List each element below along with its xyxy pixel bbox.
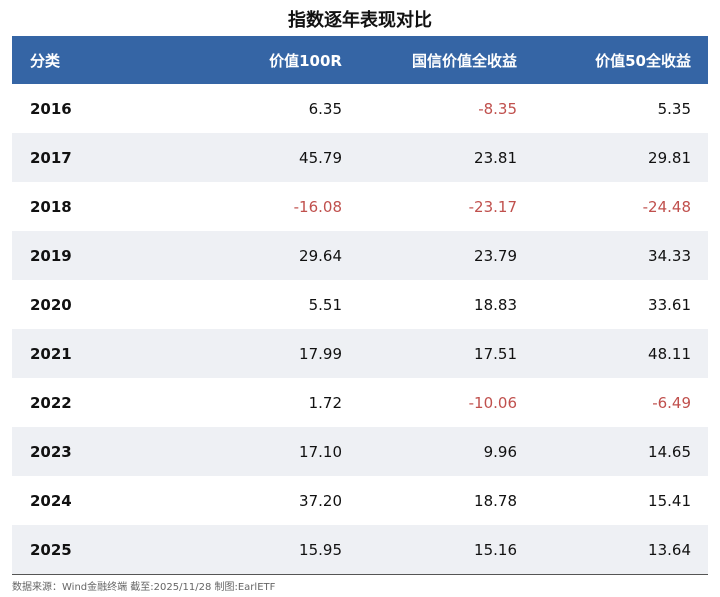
value-cell: 29.64 bbox=[299, 246, 342, 265]
row-label: 2023 bbox=[30, 442, 72, 461]
title: 指数逐年表现对比 bbox=[288, 10, 432, 31]
row-label: 2017 bbox=[30, 148, 72, 167]
row-label: 2022 bbox=[30, 393, 72, 412]
value-cell: 18.83 bbox=[474, 295, 517, 314]
value-cell: 5.51 bbox=[308, 295, 342, 314]
row-label: 2021 bbox=[30, 344, 72, 363]
value-cell: 17.10 bbox=[299, 442, 342, 461]
table-row: 2024 37.20 18.78 15.41 bbox=[12, 476, 708, 525]
row-label: 2024 bbox=[30, 491, 72, 510]
value-cell: 33.61 bbox=[648, 295, 691, 314]
value-cell: 13.64 bbox=[648, 540, 691, 559]
table-row: 2021 17.99 17.51 48.11 bbox=[12, 329, 708, 378]
table-row: 2022 1.72 -10.06 -6.49 bbox=[12, 378, 708, 427]
header-cell: 价值50全收益 bbox=[595, 51, 691, 70]
value-cell: 23.79 bbox=[474, 246, 517, 265]
value-cell: 1.72 bbox=[308, 393, 342, 412]
value-cell: 14.65 bbox=[648, 442, 691, 461]
value-cell: -24.48 bbox=[642, 197, 691, 216]
value-cell: 29.81 bbox=[648, 148, 691, 167]
value-cell: 23.81 bbox=[474, 148, 517, 167]
value-cell: 5.35 bbox=[657, 99, 691, 118]
value-cell: -6.49 bbox=[652, 393, 691, 412]
table-row: 2016 6.35 -8.35 5.35 bbox=[12, 84, 708, 133]
header-cell: 分类 bbox=[30, 51, 61, 70]
table-row: 2025 15.95 15.16 13.64 bbox=[12, 525, 708, 574]
value-cell: -8.35 bbox=[478, 99, 517, 118]
header-cell: 国信价值全收益 bbox=[411, 51, 517, 70]
table-row: 2017 45.79 23.81 29.81 bbox=[12, 133, 708, 182]
table-row: 2020 5.51 18.83 33.61 bbox=[12, 280, 708, 329]
value-cell: -10.06 bbox=[468, 393, 517, 412]
row-label: 2016 bbox=[30, 99, 72, 118]
value-cell: 17.99 bbox=[299, 344, 342, 363]
table-row: 2019 29.64 23.79 34.33 bbox=[12, 231, 708, 280]
header-row: 分类 价值100R 国信价值全收益 价值50全收益 bbox=[12, 36, 708, 84]
table-row: 2018 -16.08 -23.17 -24.48 bbox=[12, 182, 708, 231]
value-cell: 34.33 bbox=[648, 246, 691, 265]
value-cell: 45.79 bbox=[299, 148, 342, 167]
value-cell: 18.78 bbox=[474, 491, 517, 510]
value-cell: 15.16 bbox=[474, 540, 517, 559]
row-label: 2019 bbox=[30, 246, 72, 265]
value-cell: 48.11 bbox=[648, 344, 691, 363]
value-cell: -23.17 bbox=[468, 197, 517, 216]
row-label: 2025 bbox=[30, 540, 72, 559]
value-cell: -16.08 bbox=[293, 197, 342, 216]
value-cell: 15.95 bbox=[299, 540, 342, 559]
header-cell: 价值100R bbox=[269, 51, 342, 70]
table-row: 2023 17.10 9.96 14.65 bbox=[12, 427, 708, 476]
row-label: 2018 bbox=[30, 197, 72, 216]
value-cell: 37.20 bbox=[299, 491, 342, 510]
footer: 数据来源：Wind金融终端 截至:2025/11/28 制图:EarlETF bbox=[12, 582, 276, 593]
value-cell: 6.35 bbox=[308, 99, 342, 118]
value-cell: 17.51 bbox=[474, 344, 517, 363]
row-label: 2020 bbox=[30, 295, 72, 314]
value-cell: 9.96 bbox=[483, 442, 517, 461]
value-cell: 15.41 bbox=[648, 491, 691, 510]
table: 分类 价值100R 国信价值全收益 价值50全收益 2016 6.35 -8.35 5.35 2… bbox=[12, 36, 708, 575]
